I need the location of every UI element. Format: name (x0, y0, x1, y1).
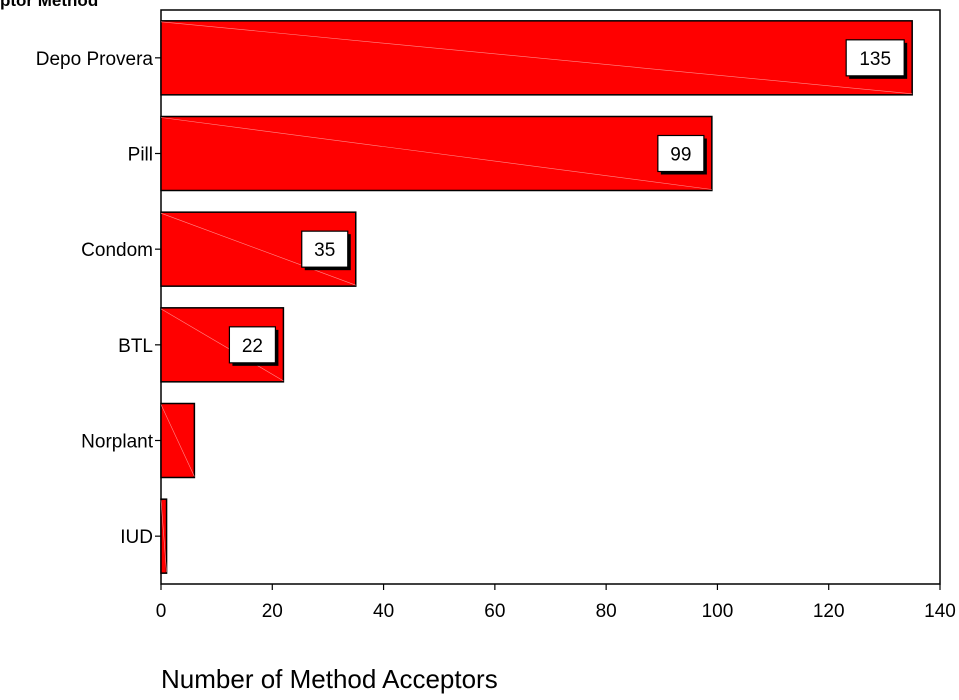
bar-chart: 0 20 40 60 80 100 120 140 Depo Provera 135 Pill 99 C… (36, 9, 956, 622)
y-tick-label: Pill (128, 145, 153, 166)
x-axis-title: Number of Method Acceptors (161, 664, 498, 694)
bar-shade (160, 21, 913, 95)
x-tick-label: 60 (484, 601, 505, 622)
x-tick-label: 100 (702, 601, 734, 622)
y-tick-label: Norplant (81, 432, 154, 453)
data-label: 135 (859, 49, 891, 70)
y-tick-label: Depo Provera (36, 49, 154, 70)
x-tick-label: 0 (156, 601, 167, 622)
bar-shade (160, 500, 167, 573)
x-tick-label: 40 (373, 601, 394, 622)
y-tick-label: BTL (118, 336, 153, 357)
bar-shade (160, 117, 712, 190)
plot-frame (160, 9, 941, 585)
y-tick-label: IUD (120, 527, 153, 548)
data-label-box (228, 326, 277, 364)
data-label: 35 (314, 240, 335, 261)
clipped-axis-title: ptor Method (0, 0, 99, 10)
x-tick-label: 20 (262, 601, 283, 622)
x-tick-label: 120 (813, 601, 845, 622)
bar-shade (160, 212, 356, 286)
data-label-box (301, 230, 349, 268)
data-label-box (845, 39, 905, 77)
data-label: 22 (242, 336, 263, 357)
y-tick-label: Condom (81, 240, 153, 261)
bar-shade (160, 308, 284, 382)
data-label: 99 (670, 145, 691, 166)
x-tick-label: 140 (924, 601, 956, 622)
data-label-box (657, 134, 705, 173)
x-tick-label: 80 (596, 601, 617, 622)
bar-shade (160, 404, 195, 477)
